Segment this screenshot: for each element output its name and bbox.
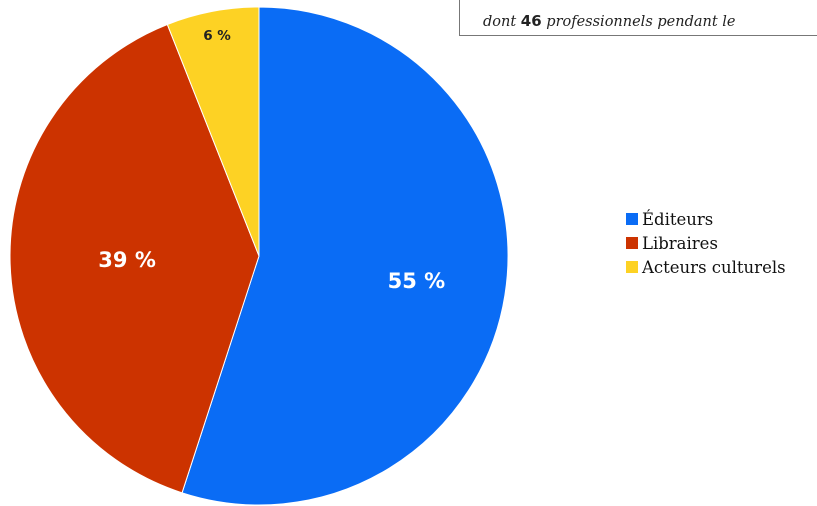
legend-item-libraires: Libraires (626, 231, 786, 255)
pie-slice-editeurs (181, 6, 509, 506)
caption-number: 46 (520, 12, 542, 30)
pie-slice-acteurs-culturels (166, 6, 260, 257)
slice-label-editeurs: 55 % (388, 269, 446, 293)
pie-slice-libraires (9, 23, 260, 494)
caption-box: dont 46 professionnels pendant le (459, 0, 817, 36)
pie-slice-labels: 55 % 39 % 6 % (98, 28, 445, 293)
legend-label-acteurs-culturels: Acteurs culturels (642, 257, 786, 277)
slice-label-libraires: 39 % (98, 248, 156, 272)
legend-item-editeurs: Éditeurs (626, 207, 786, 231)
legend-item-acteurs-culturels: Acteurs culturels (626, 255, 786, 279)
legend: Éditeurs Libraires Acteurs culturels (626, 207, 786, 279)
caption-text-after: professionnels pendant le (546, 14, 736, 30)
legend-swatch-libraires (626, 237, 638, 249)
legend-swatch-editeurs (626, 213, 638, 225)
caption-text-before: dont (483, 14, 517, 30)
legend-label-libraires: Libraires (642, 233, 718, 253)
pie-slices (9, 6, 509, 506)
legend-label-editeurs: Éditeurs (642, 209, 714, 229)
slice-label-acteurs-culturels: 6 % (203, 28, 231, 44)
legend-swatch-acteurs-culturels (626, 261, 638, 273)
